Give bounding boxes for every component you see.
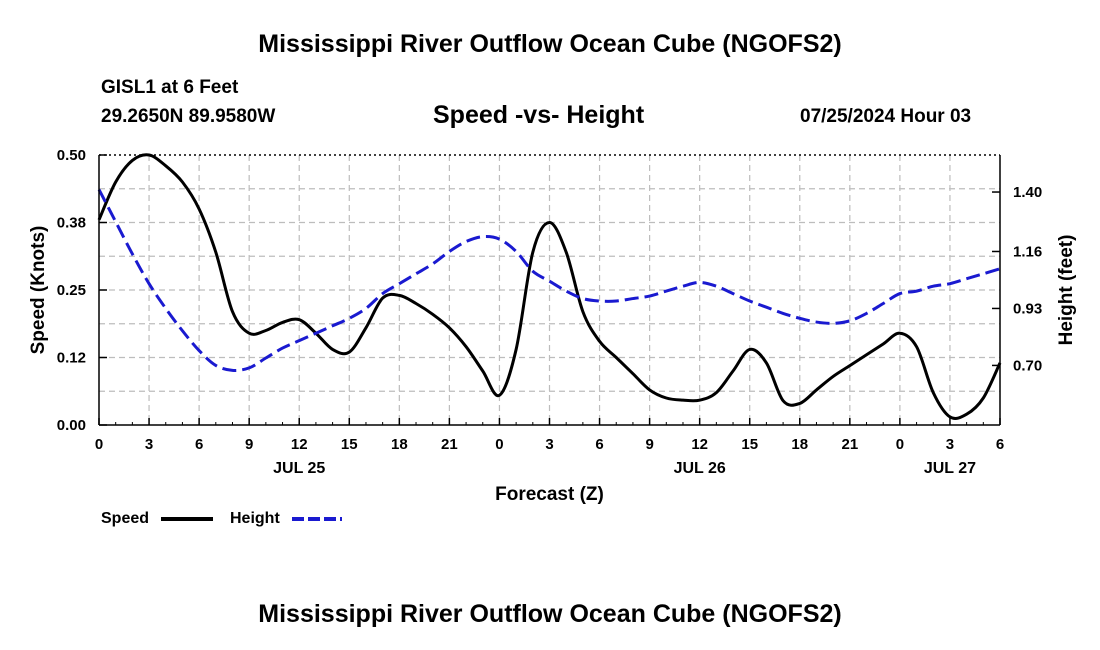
y2-tick-label: 0.70 — [1013, 357, 1042, 374]
date-label: JUL 27 — [924, 460, 976, 477]
y2-tick-label: 0.93 — [1013, 300, 1042, 317]
chart-subtitle: Speed -vs- Height — [433, 101, 645, 129]
legend-height-swatch — [292, 517, 342, 521]
grid-lines — [99, 155, 1000, 425]
x-tick-label: 18 — [391, 436, 408, 453]
x-tick-label: 12 — [291, 436, 308, 453]
date-label: JUL 25 — [273, 460, 325, 477]
x-tick-label: 0 — [896, 436, 904, 453]
station-label: GISL1 at 6 Feet — [101, 77, 239, 98]
y-tick-label: 0.25 — [57, 282, 86, 299]
legend-speed-swatch — [161, 517, 213, 521]
x-tick-label: 15 — [341, 436, 358, 453]
series-line-speed — [97, 153, 1002, 420]
x-tick-label: 6 — [996, 436, 1004, 453]
x-tick-label: 3 — [145, 436, 153, 453]
series-line-height — [97, 188, 1001, 372]
series-lines — [97, 153, 1002, 420]
x-tick-label: 6 — [595, 436, 603, 453]
x-tick-label: 21 — [441, 436, 458, 453]
x-axis-title: Forecast (Z) — [495, 484, 604, 505]
x-tick-label: 18 — [791, 436, 808, 453]
x-tick-label: 9 — [245, 436, 253, 453]
legend-height-label: Height — [230, 510, 280, 527]
x-tick-label: 12 — [691, 436, 708, 453]
x-tick-label: 6 — [195, 436, 203, 453]
y-tick-label: 0.12 — [57, 350, 86, 367]
station-coordinates: 29.2650N 89.9580W — [101, 106, 276, 127]
forecast-datetime: 07/25/2024 Hour 03 — [800, 106, 972, 127]
axis-labels: 0 3 6 9 12 15 18 21 0 3 6 9 12 15 18 21 0 3 6 JUL 25 JUL 26 J… — [28, 147, 1077, 505]
x-tick-label: 15 — [741, 436, 758, 453]
y-tick-label: 0.38 — [57, 215, 86, 232]
y2-axis-title: Height (feet) — [1056, 235, 1077, 346]
x-tick-label: 3 — [946, 436, 954, 453]
axes — [98, 154, 1001, 426]
x-tick-label: 21 — [841, 436, 858, 453]
x-tick-label: 3 — [545, 436, 553, 453]
bottom-title: Mississippi River Outflow Ocean Cube (NG… — [258, 600, 842, 628]
x-tick-label: 9 — [645, 436, 653, 453]
y-tick-label: 0.00 — [57, 417, 86, 434]
date-label: JUL 26 — [674, 460, 726, 477]
page-title: Mississippi River Outflow Ocean Cube (NG… — [258, 30, 842, 58]
y-axis-title: Speed (Knots) — [28, 226, 49, 355]
legend-speed-label: Speed — [101, 510, 150, 527]
y2-tick-label: 1.16 — [1013, 243, 1042, 260]
x-tick-label: 0 — [95, 436, 103, 453]
y-tick-label: 0.50 — [57, 147, 86, 164]
x-tick-label: 0 — [495, 436, 503, 453]
y2-tick-label: 1.40 — [1013, 184, 1042, 201]
